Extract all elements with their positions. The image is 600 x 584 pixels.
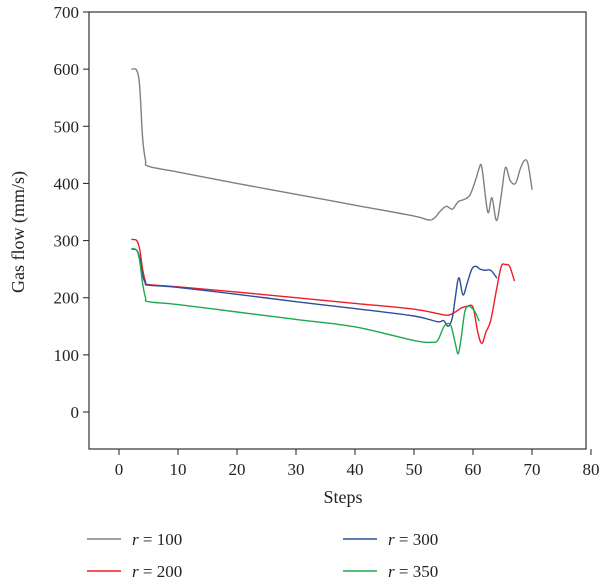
- y-tick-label: 0: [71, 403, 80, 422]
- legend-label: r = 100: [132, 530, 182, 549]
- y-tick-label: 200: [54, 289, 80, 308]
- y-tick-label: 600: [54, 60, 80, 79]
- legend-item-100: r = 100: [87, 530, 182, 549]
- x-tick-label: 40: [347, 460, 364, 479]
- x-tick-label: 70: [524, 460, 541, 479]
- x-tick-label: 10: [170, 460, 187, 479]
- legend-label: r = 350: [388, 562, 438, 581]
- y-tick-label: 700: [54, 3, 80, 22]
- y-tick-label: 300: [54, 232, 80, 251]
- x-tick-label: 20: [229, 460, 246, 479]
- x-tick-label: 50: [406, 460, 423, 479]
- y-tick-label: 500: [54, 117, 80, 136]
- series-line-350: [131, 247, 480, 355]
- legend-label: r = 300: [388, 530, 438, 549]
- y-tick-label: 100: [54, 346, 80, 365]
- plot-area-frame: [88, 11, 587, 450]
- x-tick-label: 30: [288, 460, 305, 479]
- series-line-300: [131, 248, 498, 327]
- legend-label: r = 200: [132, 562, 182, 581]
- y-tick-label: 400: [54, 174, 80, 193]
- legend-item-300: r = 300: [343, 530, 438, 549]
- series-line-100: [131, 68, 533, 222]
- legend: r = 100 r = 200 r = 300 r = 350: [87, 530, 438, 581]
- legend-item-350: r = 350: [343, 562, 438, 581]
- series-lines: [131, 68, 533, 355]
- x-tick-label: 80: [583, 460, 600, 479]
- x-tick-label: 0: [115, 460, 124, 479]
- y-axis-ticks: 0 100 200 300 400 500 600 700: [54, 3, 89, 422]
- x-axis-ticks: 0 10 20 30 40 50 60 70 80: [115, 449, 600, 479]
- x-axis-title: Steps: [323, 487, 362, 507]
- series-line-200: [131, 238, 515, 345]
- x-tick-label: 60: [465, 460, 482, 479]
- legend-item-200: r = 200: [87, 562, 182, 581]
- y-axis-title: Gas flow (mm/s): [8, 171, 29, 293]
